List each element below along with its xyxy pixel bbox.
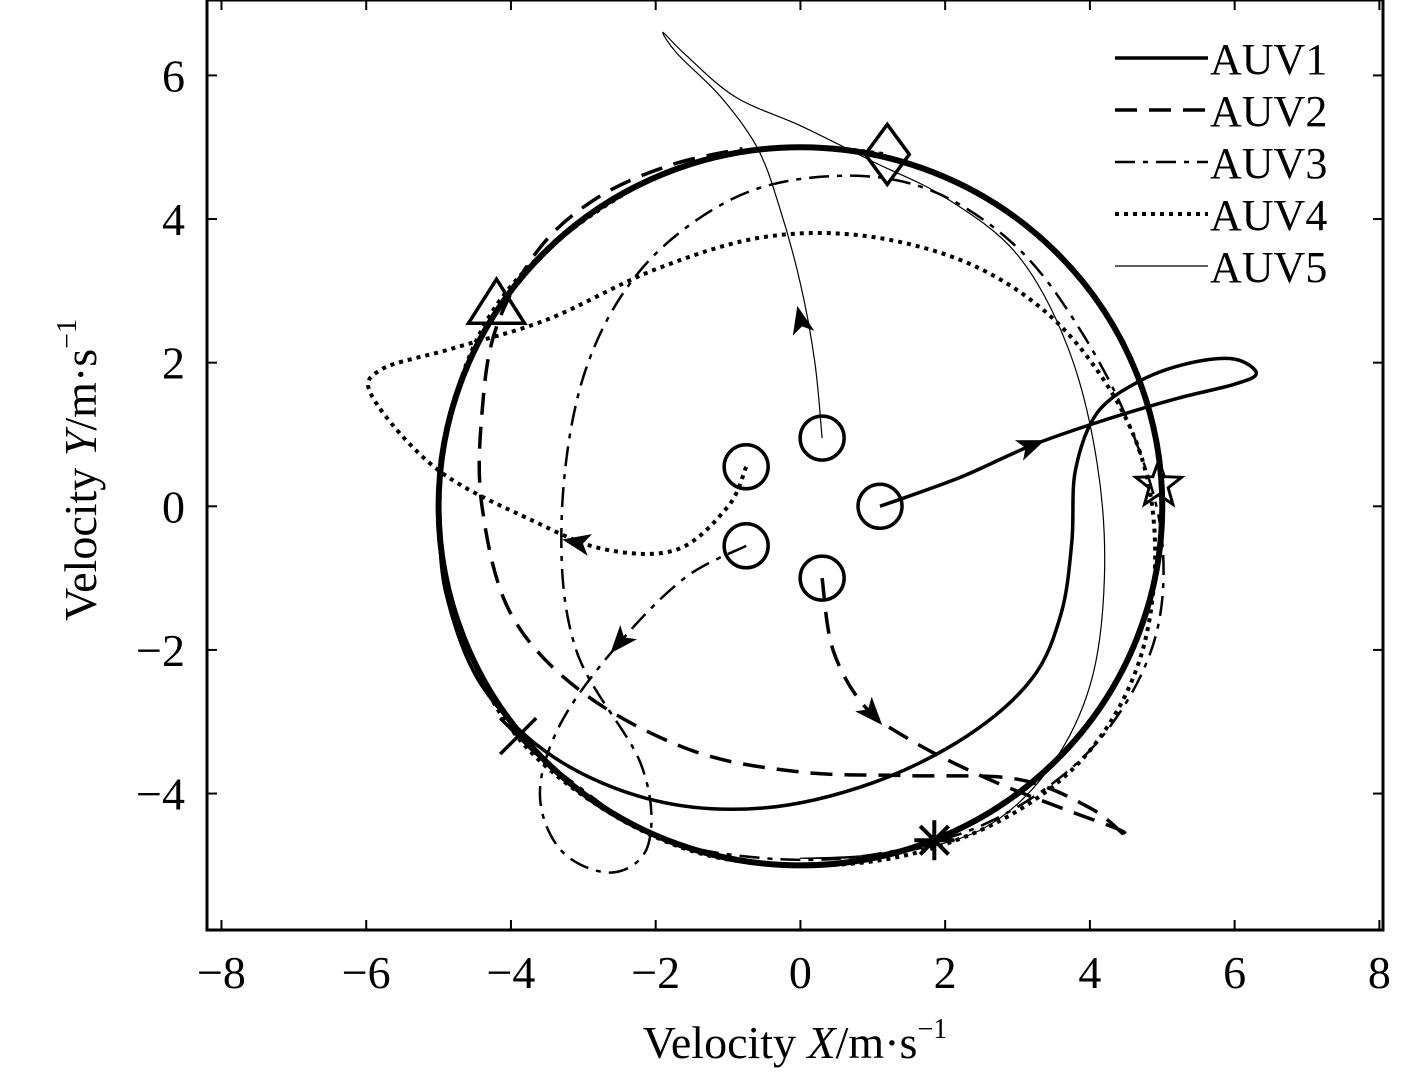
legend-auv1-label: AUV1: [1210, 35, 1327, 84]
series-auv1-arrowhead-0: [1014, 440, 1046, 461]
y-tick-label-5: 6: [162, 50, 185, 101]
series-auv1-line: [436, 356, 1259, 811]
series-auv2-arrowhead-0: [855, 696, 883, 726]
x-tick-label-8: 8: [1368, 947, 1391, 998]
series-auv4-line: [366, 144, 1158, 868]
y-tick-label-0: −4: [136, 769, 185, 820]
end-marker-auv2-triangle: [465, 275, 528, 325]
x-tick-label-7: 6: [1223, 947, 1246, 998]
series-auv5-arrowhead-0: [792, 305, 815, 336]
y-tick-label-3: 2: [162, 338, 185, 389]
start-marker-auv1: [856, 482, 904, 531]
x-tick-label-1: −6: [342, 947, 391, 998]
y-axis-title-prefix: Velocity: [55, 456, 106, 621]
series-auv4-arrowhead-0: [562, 534, 592, 556]
legend-auv3-label: AUV3: [1210, 139, 1327, 188]
legend-auv5-label: AUV5: [1210, 243, 1327, 292]
legend-auv4-label: AUV4: [1210, 191, 1327, 240]
start-marker-auv4: [722, 443, 770, 491]
x-axis-title-exp: −1: [917, 1014, 947, 1045]
tick-layer: −8 −6 −4 −2 0 2 4 6 8 −4 −2 0 2 4 6: [136, 0, 1391, 998]
series-auv4-arrow-0: [562, 534, 592, 556]
series-auv2-arrow-0: [855, 696, 883, 726]
end-marker-auv3-cross: [498, 716, 538, 756]
series-auv2-line: [477, 146, 1131, 840]
series-layer: [366, 31, 1259, 874]
x-axis-title-var: X: [806, 1017, 838, 1068]
x-tick-label-2: −4: [486, 947, 535, 998]
plot-frame: [205, 0, 1385, 932]
end-marker-auv5-asterisk: [914, 820, 955, 861]
series-auv3-line: [517, 174, 1165, 874]
y-tick-label-4: 4: [162, 194, 185, 245]
y-tick-label-1: −2: [136, 625, 185, 676]
series-auv5-line: [662, 31, 1106, 859]
x-tick-label-6: 4: [1078, 947, 1101, 998]
series-auv3-arrow-0: [610, 624, 637, 654]
y-axis-title-unit: /m·s: [55, 349, 106, 431]
x-tick-label-5: 2: [934, 947, 957, 998]
series-auv3-arrowhead-0: [610, 624, 637, 654]
start-marker-auv5: [798, 414, 846, 462]
end-marker-auv4-diamond: [863, 121, 912, 188]
y-axis-title: Velocity Y/m·s−1: [52, 319, 106, 621]
x-tick-label-4: 0: [789, 947, 812, 998]
y-axis-title-exp: −1: [52, 319, 83, 349]
y-tick-label-2: 0: [162, 481, 185, 532]
series-auv1-arrow-0: [1014, 440, 1046, 461]
x-axis-title-prefix: Velocity: [643, 1017, 808, 1068]
y-axis-title-var: Y: [55, 426, 106, 456]
marker-layer: [465, 121, 1186, 861]
end-marker-auv1-star: [1131, 456, 1186, 508]
series-auv5-arrow-0: [792, 305, 815, 336]
start-marker-auv3: [722, 522, 770, 570]
start-marker-auv2: [798, 554, 846, 602]
x-axis-title-unit: /m·s: [836, 1017, 918, 1068]
x-tick-label-3: −2: [631, 947, 680, 998]
legend-auv2-label: AUV2: [1210, 87, 1327, 136]
x-axis-title: Velocity X/m·s−1: [643, 1014, 947, 1068]
x-tick-label-0: −8: [197, 947, 246, 998]
